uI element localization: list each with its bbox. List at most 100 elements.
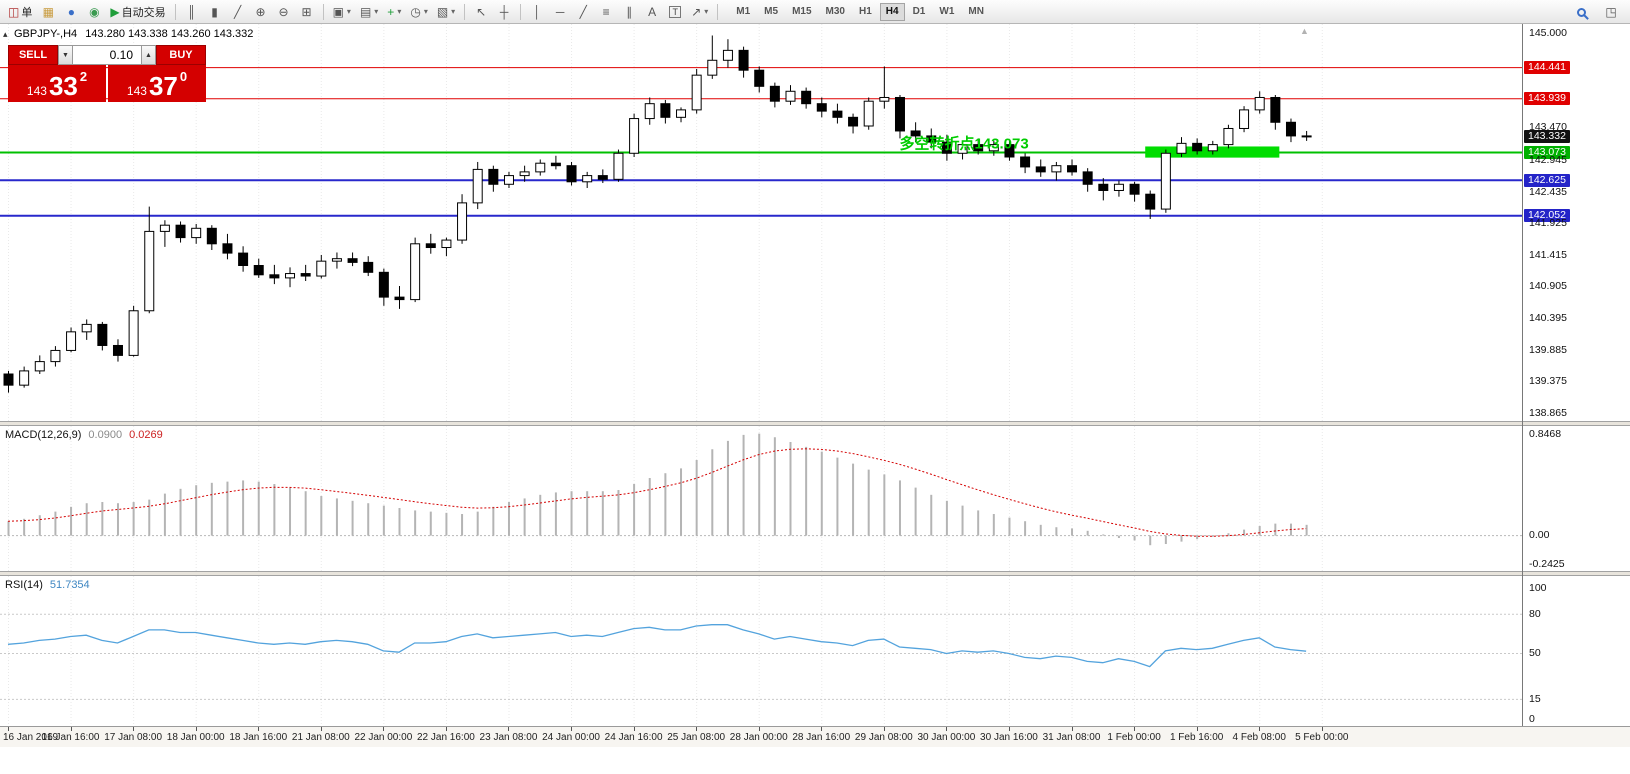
panel-separator[interactable] <box>0 421 1630 426</box>
time-axis-tick <box>195 727 197 731</box>
new-order-button[interactable]: ◫ 单 <box>4 2 36 22</box>
time-axis[interactable]: 16 Jan 2019 16 Jan 16:00 17 Jan 08:00 18 Ja… <box>0 726 1630 747</box>
cascade-windows-button-glyph: ▤ <box>359 4 372 19</box>
timeframe-mn-button[interactable]: MN <box>968 6 984 17</box>
candlestick-chart-button[interactable]: ▮ <box>204 2 226 22</box>
timeframe-m30-button[interactable]: M30 <box>825 6 845 17</box>
time-label: 25 Jan 08:00 <box>667 732 726 743</box>
zoom-out-button[interactable]: ⊖ <box>273 2 295 22</box>
arrange-windows-button[interactable]: ▣ ▾ <box>329 2 355 22</box>
time-label: 18 Jan 16:00 <box>229 732 288 743</box>
price-scale-label: 140.395 <box>1529 312 1567 324</box>
price-marker-black: 143.332 <box>1524 129 1570 143</box>
timeframe-m15-button[interactable]: M15 <box>792 6 812 17</box>
charts-window-icon[interactable]: ▦ <box>37 2 59 22</box>
macd-scale[interactable]: 0.8468 0.00 -0.2425 <box>1523 426 1630 571</box>
toolbar-separator <box>174 3 176 20</box>
turning-point-annotation[interactable]: 多空转折点143.073 <box>899 134 1028 152</box>
fibonacci-button[interactable]: ≡ <box>595 2 617 22</box>
volume-input[interactable] <box>73 45 141 65</box>
autotrading-button[interactable]: ▶ 自动交易 <box>106 2 169 22</box>
timeframe-m1-button[interactable]: M1 <box>736 6 751 17</box>
time-label: 21 Jan 08:00 <box>291 732 350 743</box>
time-label: 5 Feb 00:00 <box>1295 732 1349 743</box>
bar-chart-button-glyph: ║ <box>187 4 196 19</box>
cascade-windows-button[interactable]: ▤ ▾ <box>356 2 382 22</box>
time-axis-tick <box>70 727 72 731</box>
time-axis-tick <box>946 727 948 731</box>
buy-price-display[interactable]: 143 37 0 <box>108 65 206 102</box>
timeframe-h4-button[interactable]: H4 <box>879 2 905 21</box>
toolbar-right-group: ◳ <box>1570 2 1622 22</box>
price-scale-label: 142.945 <box>1529 153 1567 166</box>
search-icon[interactable] <box>1570 2 1592 22</box>
timeframe-d1-button[interactable]: D1 <box>912 6 926 17</box>
rsi-scale-label: 0 <box>1529 712 1535 725</box>
timeframe-h1-button[interactable]: H1 <box>858 6 872 17</box>
price-marker-red: 144.441 <box>1524 61 1570 75</box>
profile-icon-glyph: ● <box>67 4 75 19</box>
text-label-button[interactable]: T <box>664 2 686 22</box>
macd-scale-label: 0.8468 <box>1529 427 1562 440</box>
templates-button[interactable]: ▧ ▾ <box>433 2 459 22</box>
trade-panel-controls: SELL ▼ ▲ BUY <box>8 45 206 65</box>
market-watch-icon[interactable]: ◉ <box>83 2 105 22</box>
time-axis-tick <box>758 727 760 731</box>
channel-button[interactable]: ∥ <box>618 2 640 22</box>
buy-button[interactable]: BUY <box>156 45 206 65</box>
sell-price-sup: 2 <box>79 69 88 84</box>
ohlc-values: 143.280 143.338 143.260 143.332 <box>85 28 254 40</box>
toolbar-separator <box>717 3 719 20</box>
bar-chart-button[interactable]: ║ <box>181 2 203 22</box>
crosshair-button[interactable]: ┼ <box>493 2 515 22</box>
chart-title: GBPJPY-,H4 143.280 143.338 143.260 143.3… <box>14 28 253 40</box>
time-label: 16 Jan 2019 <box>3 732 59 743</box>
tile-windows-button[interactable]: ⊞ <box>296 2 318 22</box>
window-mode-icon[interactable]: ◳ <box>1600 2 1622 22</box>
cursor-button[interactable]: ↖ <box>470 2 492 22</box>
autotrading-button-glyph: ▶ <box>110 4 120 19</box>
vertical-line-button[interactable]: │ <box>526 2 548 22</box>
volume-down-button[interactable]: ▼ <box>58 45 73 65</box>
timeframe-w1-button[interactable]: W1 <box>939 6 955 17</box>
rsi-scale[interactable]: 100 80 50 15 0 <box>1523 576 1630 726</box>
arrange-windows-button-glyph: ▣ <box>332 4 344 19</box>
time-label: 29 Jan 08:00 <box>854 732 913 743</box>
profile-icon[interactable]: ● <box>60 2 82 22</box>
collapse-trade-panel-icon[interactable]: ▴ <box>3 29 8 39</box>
time-axis-tick <box>821 727 823 731</box>
indicators-button[interactable]: + ▾ <box>383 2 405 22</box>
time-label: 28 Jan 16:00 <box>792 732 851 743</box>
buy-price-sup: 0 <box>179 69 188 84</box>
price-scale-label: 145.000 <box>1529 26 1567 39</box>
volume-up-button[interactable]: ▲ <box>141 45 156 65</box>
time-axis-tick <box>1071 727 1073 731</box>
arrows-button[interactable]: ↗ ▾ <box>687 2 712 22</box>
timeframe-m5-button[interactable]: M5 <box>764 6 779 17</box>
price-scale-label: 141.415 <box>1529 248 1567 261</box>
search-icon-glyph <box>1576 7 1586 17</box>
rsi-scale-label: 15 <box>1529 692 1541 705</box>
price-marker-blue: 142.052 <box>1524 209 1570 223</box>
text-button[interactable]: A <box>641 2 663 22</box>
sell-price-display[interactable]: 143 33 2 <box>8 65 106 102</box>
price-scale[interactable]: 145.000 144.441 143.939 143.470 143.332 143.0… <box>1523 24 1630 421</box>
time-axis-tick <box>1134 727 1136 731</box>
sell-button[interactable]: SELL <box>8 45 58 65</box>
dropdown-arrow-icon: ▾ <box>397 7 402 16</box>
time-axis-tick <box>571 727 573 731</box>
line-chart-button[interactable]: ╱ <box>227 2 249 22</box>
indicators-button-glyph: + <box>387 4 395 19</box>
time-label: 16 Jan 16:00 <box>41 732 100 743</box>
price-marker-green: 143.073 <box>1524 145 1570 159</box>
macd-canvas[interactable] <box>0 426 1522 571</box>
horizontal-line-button[interactable]: ─ <box>549 2 571 22</box>
trendline-button[interactable]: ╱ <box>572 2 594 22</box>
time-label: 1 Feb 00:00 <box>1107 732 1161 743</box>
zoom-in-button[interactable]: ⊕ <box>250 2 272 22</box>
panel-separator[interactable] <box>0 571 1630 576</box>
periods-button[interactable]: ◷ ▾ <box>406 2 432 22</box>
price-chart-canvas[interactable]: 多空转折点143.073 <box>0 24 1522 421</box>
fibonacci-button-glyph: ≡ <box>602 4 610 19</box>
rsi-canvas[interactable] <box>0 576 1522 726</box>
